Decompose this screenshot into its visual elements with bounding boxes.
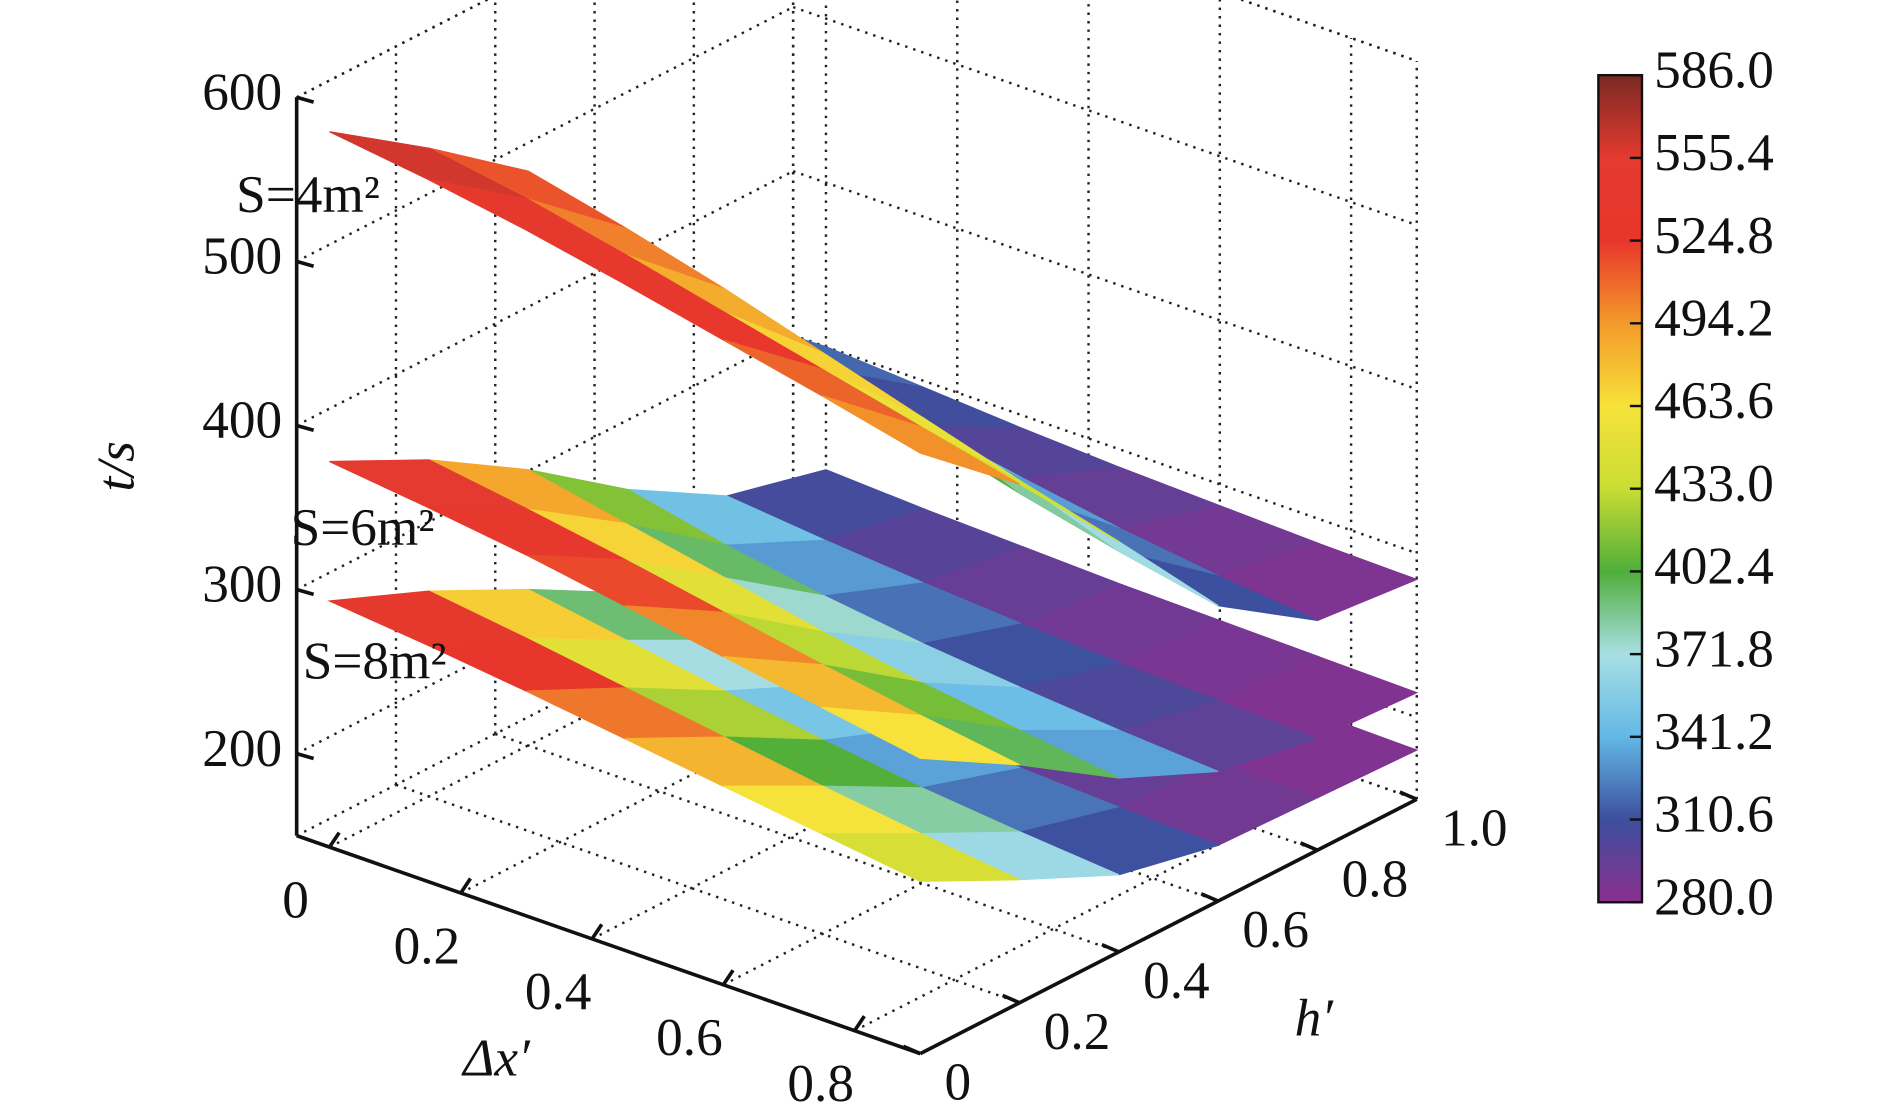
series-label: S=4m²	[236, 165, 380, 224]
colorbar-tick-label: 524.8	[1654, 206, 1774, 265]
box-edge	[1238, 0, 1418, 63]
y-tick	[1001, 993, 1021, 1005]
x-tick	[459, 877, 472, 895]
z-tick-label: 500	[202, 227, 282, 286]
axes: 200 300 400 500 600 0 0.2 0.4 0.6 0.8 0 0.2 0.4 0.6 0.…	[202, 63, 1507, 1107]
x-tick	[590, 923, 604, 940]
y-tick-label: 0.4	[1143, 951, 1210, 1010]
series-label: S=8m²	[303, 631, 447, 690]
surface-cell	[821, 395, 1020, 485]
z-tick	[296, 423, 315, 433]
y-axis	[919, 797, 1418, 1056]
colorbar-tick-label: 310.6	[1654, 785, 1774, 844]
z-tick	[296, 751, 315, 761]
y-tick-label: 1.0	[1441, 798, 1508, 857]
surface-cell	[821, 706, 1020, 766]
z-tick	[296, 587, 315, 597]
z-tick	[296, 95, 315, 104]
z-tick-label: 600	[202, 63, 282, 122]
y-tick-label: 0.2	[1044, 1002, 1111, 1061]
surface	[329, 131, 1419, 622]
colorbar-tick-label: 555.4	[1654, 123, 1774, 182]
x-tick-label: 0.2	[394, 916, 461, 975]
x-axis-label: Δx′	[461, 1029, 531, 1088]
y-tick-label: 0.8	[1342, 849, 1409, 908]
colorbar-tick-label: 586.0	[1654, 40, 1774, 99]
colorbar-tick-label: 402.4	[1654, 537, 1774, 596]
z-axis-label: t/s	[86, 441, 145, 491]
box-edge	[296, 0, 490, 99]
grid-line	[1238, 0, 1418, 63]
z-tick	[296, 259, 315, 268]
colorbar-tick-label: 371.8	[1654, 619, 1774, 678]
series-label: S=6m²	[291, 498, 435, 557]
grid-line	[296, 0, 490, 99]
x-tick	[853, 1015, 866, 1032]
colorbar-tick-label: 280.0	[1654, 867, 1774, 926]
x-tick-label: 0.8	[787, 1054, 854, 1107]
x-tick-label: 0.4	[525, 962, 592, 1021]
surface-cell	[723, 311, 923, 418]
z-tick-label: 400	[202, 391, 282, 450]
y-axis-label: h′	[1295, 989, 1335, 1048]
y-tick	[1299, 841, 1319, 852]
colorbar-tick-label: 463.6	[1654, 371, 1774, 430]
colorbar-tick-label: 494.2	[1654, 289, 1774, 348]
colorbar-tick-label: 341.2	[1654, 702, 1774, 761]
x-axis	[296, 833, 921, 1056]
x-tick-label: 0	[282, 870, 309, 929]
surfaces	[327, 131, 1419, 882]
z-tick-label: 300	[202, 555, 282, 614]
colorbar	[1597, 73, 1644, 904]
y-tick	[1101, 942, 1120, 954]
x-tick	[327, 831, 341, 849]
surface-cell	[821, 833, 1020, 882]
y-tick-label: 0	[945, 1053, 972, 1107]
y-tick	[1399, 790, 1418, 801]
y-tick	[1200, 892, 1219, 903]
y-tick-label: 0.6	[1242, 900, 1309, 959]
x-tick-label: 0.6	[656, 1008, 723, 1067]
surface	[329, 459, 1419, 779]
colorbar-tick-label: 433.0	[1654, 454, 1774, 513]
z-tick-label: 200	[202, 719, 282, 778]
grid-line	[792, 5, 1418, 227]
x-tick	[721, 969, 735, 986]
grid-line	[792, 170, 1418, 391]
